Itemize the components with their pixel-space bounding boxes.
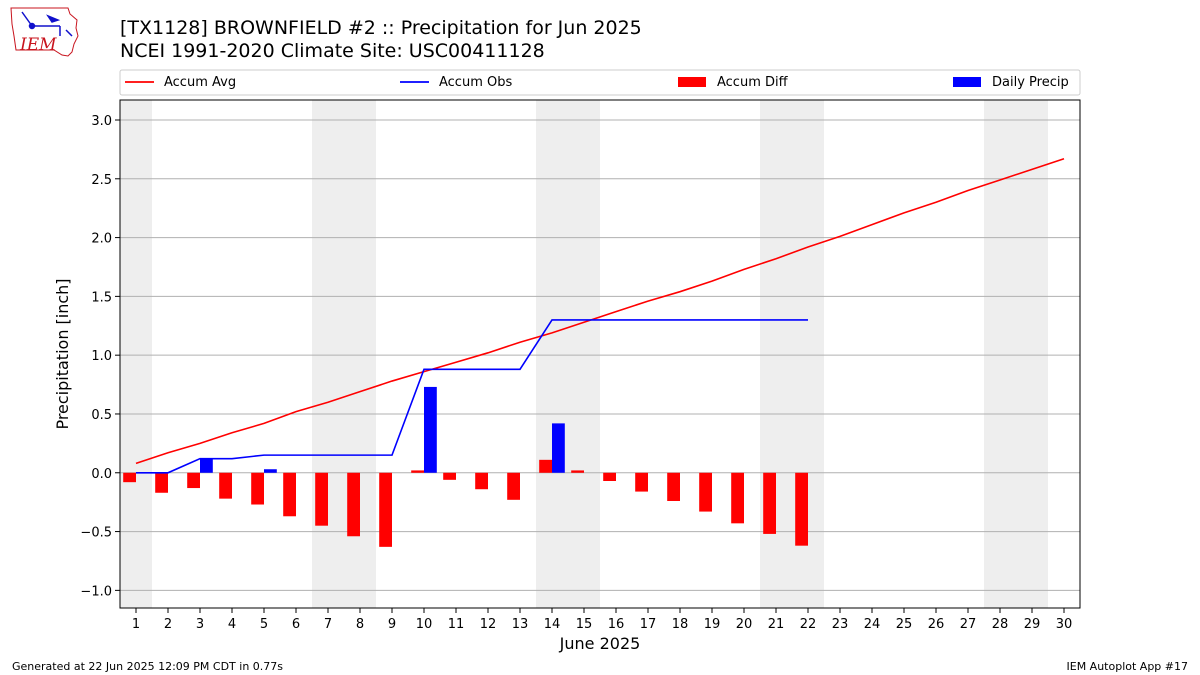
iowa-state-outline (10, 7, 79, 57)
plot-frame (119, 99, 1081, 609)
legend-accum-avg-label: Accum Avg (164, 75, 236, 90)
x-tick-label: 12 (480, 617, 497, 632)
accum-diff-bar (443, 472, 456, 480)
weekend-shade (536, 100, 600, 608)
x-tick-label: 26 (928, 617, 945, 632)
chart-title: [TX1128] BROWNFIELD #2 :: Precipitation … (120, 17, 642, 39)
accum-diff-bar (315, 472, 328, 526)
y-tick-label: 2.5 (91, 173, 112, 188)
legend-accum-obs-label: Accum Obs (439, 75, 512, 90)
x-tick-label: 17 (640, 617, 657, 632)
accum-obs-line (136, 319, 808, 474)
x-tick-label: 4 (228, 617, 236, 632)
accum-diff-bar (283, 472, 296, 517)
y-axis-label: Precipitation [inch] (53, 278, 72, 429)
accum-diff-bar (635, 472, 648, 492)
x-tick-label: 10 (416, 617, 433, 632)
app-footer: IEM Autoplot App #17 (1066, 660, 1189, 673)
legend-daily-precip-label: Daily Precip (992, 75, 1069, 90)
weekend-shade (120, 100, 152, 608)
x-tick-label: 28 (992, 617, 1009, 632)
x-tick-label: 7 (324, 617, 332, 632)
x-tick-label: 29 (1024, 617, 1041, 632)
x-tick-label: 15 (576, 617, 593, 632)
accum-diff-bar (539, 459, 552, 473)
x-tick-label: 2 (164, 617, 172, 632)
accum-diff-bar (795, 472, 808, 546)
daily-precip-bar (264, 469, 277, 473)
legend-daily-precip-swatch (953, 77, 981, 87)
x-axis-label: June 2025 (559, 634, 641, 653)
y-tick-label: 1.0 (91, 349, 112, 364)
iem-logo: IEM (10, 7, 79, 57)
accum-diff-bar (219, 472, 232, 499)
accum-diff-bar (123, 472, 136, 483)
y-tick-label: 2.0 (91, 232, 112, 247)
x-tick-label: 3 (196, 617, 204, 632)
chart-subtitle: NCEI 1991-2020 Climate Site: USC00411128 (120, 40, 545, 62)
y-tick-label: 3.0 (91, 114, 112, 129)
generated-footer: Generated at 22 Jun 2025 12:09 PM CDT in… (12, 660, 284, 673)
legend-accum-diff-swatch (678, 77, 706, 87)
x-tick-label: 13 (512, 617, 529, 632)
accum-diff-bar (475, 472, 488, 490)
accum-diff-bar (155, 472, 168, 493)
accum-diff-bar (251, 472, 264, 505)
accum-diff-bar (699, 472, 712, 512)
x-tick-label: 30 (1056, 617, 1073, 632)
weekend-shade (984, 100, 1048, 608)
daily-precip-bar (552, 423, 565, 473)
accum-diff-bar (379, 472, 392, 547)
x-tick-label: 11 (448, 617, 465, 632)
x-tick-label: 6 (292, 617, 300, 632)
y-tick-label: 1.5 (91, 290, 112, 305)
x-tick-label: 25 (896, 617, 913, 632)
accum-diff-bar (731, 472, 744, 524)
x-tick-label: 18 (672, 617, 689, 632)
x-tick-label: 24 (864, 617, 881, 632)
accum-diff-bar (603, 472, 616, 481)
y-tick-label: 0.0 (91, 467, 112, 482)
legend-box (119, 69, 1081, 96)
accum-diff-bar (507, 472, 520, 500)
x-tick-label: 8 (356, 617, 364, 632)
x-tick-label: 19 (704, 617, 721, 632)
y-tick-label: −1.0 (80, 584, 112, 599)
y-tick-label: 0.5 (91, 408, 112, 423)
x-tick-label: 1 (132, 617, 140, 632)
x-tick-label: 14 (544, 617, 561, 632)
x-tick-label: 20 (736, 617, 753, 632)
accum-diff-bar (763, 472, 776, 534)
accum-diff-bar (667, 472, 680, 501)
daily-precip-bar (424, 386, 437, 473)
x-tick-label: 21 (768, 617, 785, 632)
x-tick-label: 5 (260, 617, 268, 632)
accum-diff-bar (347, 472, 360, 537)
accum-avg-line (135, 158, 1065, 465)
x-tick-label: 23 (832, 617, 849, 632)
daily-precip-bar (200, 458, 213, 473)
legend-accum-diff-label: Accum Diff (717, 75, 789, 90)
x-tick-label: 9 (388, 617, 396, 632)
x-tick-label: 16 (608, 617, 625, 632)
accum-diff-bar (187, 472, 200, 489)
accum-diff-bar (411, 470, 424, 473)
accum-diff-bar (571, 470, 584, 473)
logo-text: IEM (19, 35, 57, 55)
y-tick-label: −0.5 (80, 526, 112, 541)
x-tick-label: 27 (960, 617, 977, 632)
x-tick-label: 22 (800, 617, 817, 632)
weather-station-icon (21, 11, 73, 37)
